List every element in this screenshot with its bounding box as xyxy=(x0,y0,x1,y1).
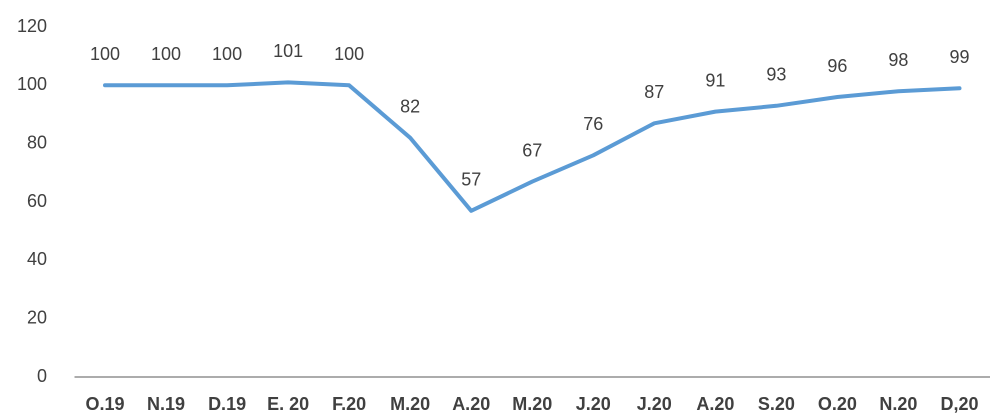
x-tick-label: D.19 xyxy=(208,394,246,414)
data-label: 76 xyxy=(583,114,603,134)
data-label: 99 xyxy=(949,47,969,67)
data-label: 100 xyxy=(334,44,364,64)
data-label: 93 xyxy=(766,65,786,85)
y-tick-label: 60 xyxy=(27,191,47,211)
data-label: 57 xyxy=(461,170,481,190)
data-label: 100 xyxy=(212,44,242,64)
x-tick-label: A.20 xyxy=(696,394,734,414)
data-label: 91 xyxy=(705,70,725,90)
data-label: 101 xyxy=(273,41,303,61)
x-tick-label: A.20 xyxy=(452,394,490,414)
x-tick-label: O.20 xyxy=(818,394,857,414)
data-label: 82 xyxy=(400,97,420,117)
x-tick-label: N.19 xyxy=(147,394,185,414)
x-tick-label: M.20 xyxy=(512,394,552,414)
y-tick-label: 120 xyxy=(17,16,47,36)
x-tick-label: N.20 xyxy=(879,394,917,414)
data-label: 96 xyxy=(827,56,847,76)
y-tick-label: 40 xyxy=(27,249,47,269)
series-line xyxy=(103,80,962,213)
data-label: 100 xyxy=(90,44,120,64)
y-tick-label: 100 xyxy=(17,74,47,94)
x-tick-label: M.20 xyxy=(390,394,430,414)
data-label: 100 xyxy=(151,44,181,64)
data-label: 98 xyxy=(888,50,908,70)
data-label: 87 xyxy=(644,82,664,102)
x-tick-label: S.20 xyxy=(758,394,795,414)
x-tick-label: D,20 xyxy=(940,394,978,414)
data-label: 67 xyxy=(522,140,542,160)
x-tick-label: J.20 xyxy=(576,394,611,414)
x-tick-label: J.20 xyxy=(637,394,672,414)
x-tick-label: O.19 xyxy=(86,394,125,414)
y-tick-label: 20 xyxy=(27,307,47,327)
y-tick-label: 80 xyxy=(27,132,47,152)
x-tick-label: E. 20 xyxy=(267,394,309,414)
x-tick-label: F.20 xyxy=(332,394,366,414)
y-tick-label: 0 xyxy=(37,366,47,386)
